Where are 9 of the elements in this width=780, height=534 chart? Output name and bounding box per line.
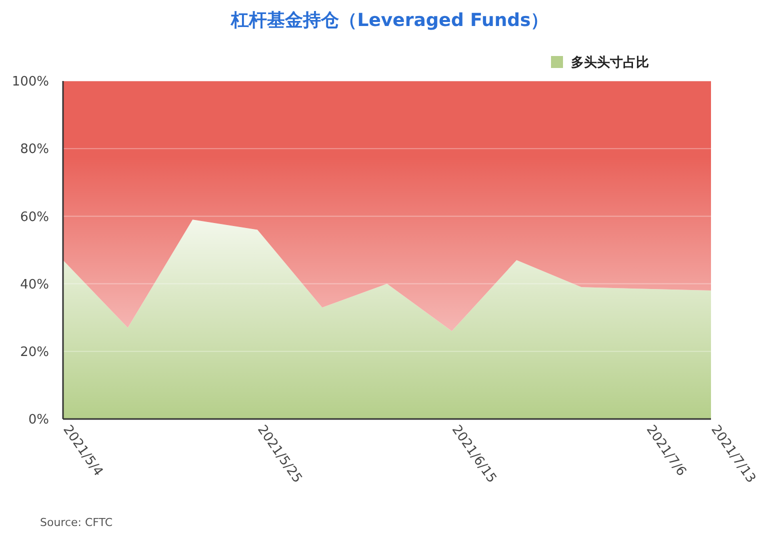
legend-label: 多头头寸占比	[571, 56, 649, 71]
chart-title: 杠杆基金持仓（Leveraged Funds）	[230, 10, 549, 31]
y-tick-label: 0%	[28, 412, 49, 428]
y-tick-label: 20%	[20, 344, 49, 360]
y-tick-label: 80%	[20, 142, 49, 158]
source-note: Source: CFTC	[40, 516, 113, 529]
y-tick-label: 40%	[20, 277, 49, 292]
y-tick-label: 60%	[20, 210, 49, 225]
y-tick-label: 100%	[12, 74, 49, 90]
